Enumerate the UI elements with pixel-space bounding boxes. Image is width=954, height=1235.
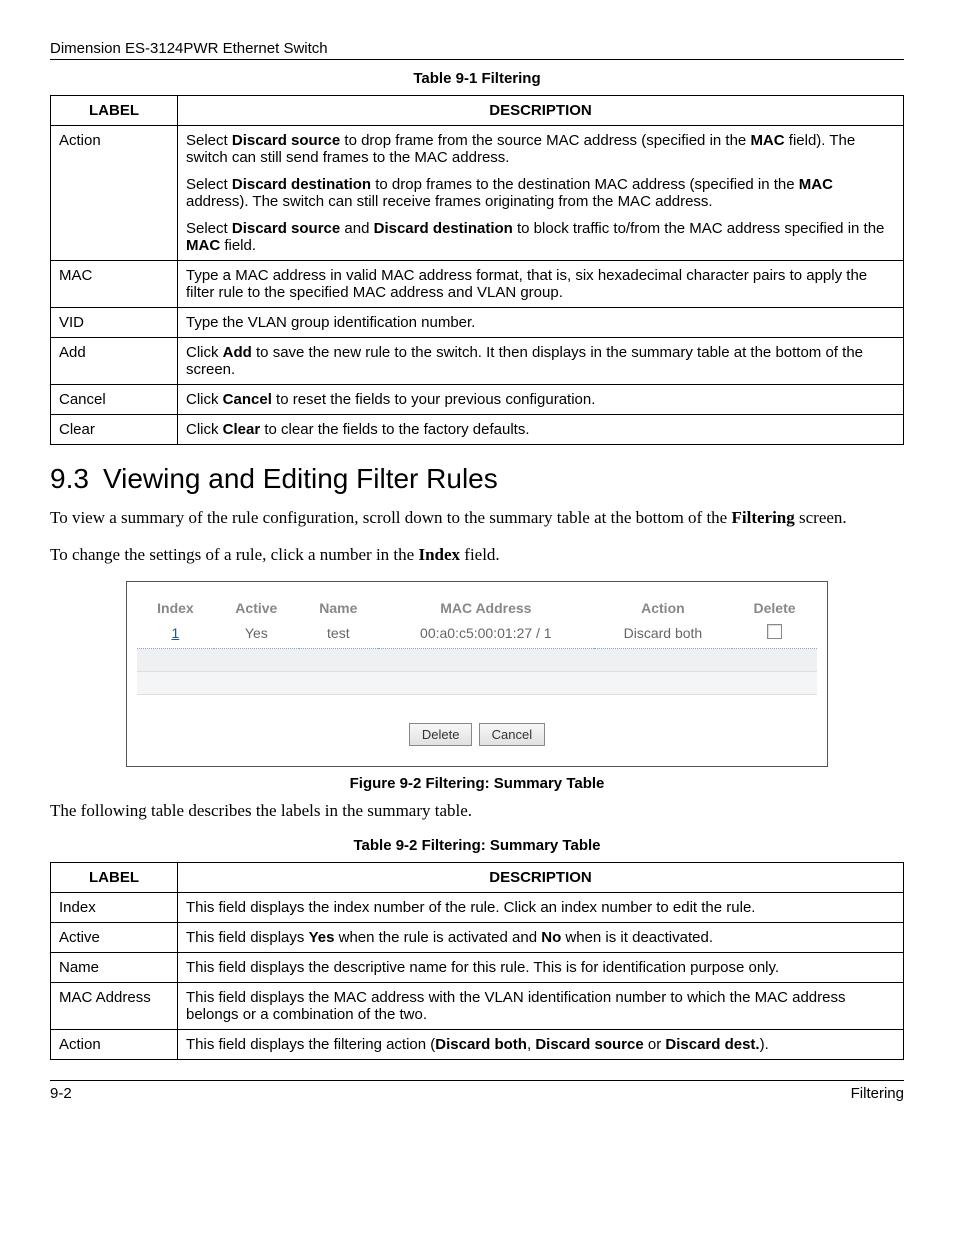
- table1-row: AddClick Add to save the new rule to the…: [51, 338, 904, 385]
- table1-row: ActionSelect Discard source to drop fram…: [51, 126, 904, 261]
- table1-header-row: LABEL DESCRIPTION: [51, 96, 904, 126]
- table2-label-cell: Action: [51, 1029, 178, 1059]
- table2-desc-cell: This field displays the MAC address with…: [178, 982, 904, 1029]
- section-number: 9.3: [50, 463, 89, 494]
- table2-caption: Table 9-2 Filtering: Summary Table: [50, 837, 904, 854]
- summary-cell-mac: 00:a0:c5:00:01:27 / 1: [378, 622, 594, 649]
- table2-label-cell: Name: [51, 952, 178, 982]
- table2-desc-cell: This field displays Yes when the rule is…: [178, 922, 904, 952]
- table1-desc-cell: Type a MAC address in valid MAC address …: [178, 261, 904, 308]
- table2-row: NameThis field displays the descriptive …: [51, 952, 904, 982]
- table1-row: ClearClick Clear to clear the fields to …: [51, 415, 904, 445]
- summary-cell-delete[interactable]: [732, 622, 817, 649]
- table1-caption: Table 9-1 Filtering: [50, 70, 904, 87]
- summary-th-delete: Delete: [732, 600, 817, 622]
- table2-row: ActiveThis field displays Yes when the r…: [51, 922, 904, 952]
- figure-caption: Figure 9-2 Filtering: Summary Table: [50, 775, 904, 792]
- table2-desc-cell: This field displays the index number of …: [178, 892, 904, 922]
- summary-th-active: Active: [214, 600, 299, 622]
- table1-header-label: LABEL: [51, 96, 178, 126]
- body-para-3: The following table describes the labels…: [50, 800, 904, 823]
- page-footer: 9-2 Filtering: [50, 1080, 904, 1102]
- section-heading: 9.3 Viewing and Editing Filter Rules: [50, 463, 904, 495]
- table1-header-desc: DESCRIPTION: [178, 96, 904, 126]
- table-9-1: LABEL DESCRIPTION ActionSelect Discard s…: [50, 95, 904, 445]
- summary-th-index: Index: [137, 600, 214, 622]
- table2-header-row: LABEL DESCRIPTION: [51, 862, 904, 892]
- table1-label-cell: VID: [51, 308, 178, 338]
- footer-page: 9-2: [50, 1085, 72, 1102]
- page-header: Dimension ES-3124PWR Ethernet Switch: [50, 40, 904, 60]
- table1-row: CancelClick Cancel to reset the fields t…: [51, 385, 904, 415]
- summary-header-row: Index Active Name MAC Address Action Del…: [137, 600, 817, 622]
- summary-table: Index Active Name MAC Address Action Del…: [137, 600, 817, 695]
- summary-cell-name: test: [299, 622, 378, 649]
- table2-label-cell: Active: [51, 922, 178, 952]
- summary-th-name: Name: [299, 600, 378, 622]
- footer-section: Filtering: [851, 1085, 904, 1102]
- body-para-2: To change the settings of a rule, click …: [50, 544, 904, 567]
- delete-checkbox[interactable]: [767, 624, 782, 639]
- summary-cell-active: Yes: [214, 622, 299, 649]
- summary-th-mac: MAC Address: [378, 600, 594, 622]
- summary-cell-action: Discard both: [594, 622, 732, 649]
- cancel-button[interactable]: Cancel: [479, 723, 545, 746]
- summary-shade1: [137, 648, 817, 671]
- table2-desc-cell: This field displays the descriptive name…: [178, 952, 904, 982]
- table2-label-cell: MAC Address: [51, 982, 178, 1029]
- table1-label-cell: MAC: [51, 261, 178, 308]
- figure-9-2: Index Active Name MAC Address Action Del…: [126, 581, 828, 767]
- table2-row: ActionThis field displays the filtering …: [51, 1029, 904, 1059]
- body-para-1: To view a summary of the rule configurat…: [50, 507, 904, 530]
- figure-button-row: Delete Cancel: [137, 723, 817, 746]
- delete-button[interactable]: Delete: [409, 723, 473, 746]
- table1-label-cell: Add: [51, 338, 178, 385]
- table1-row: MACType a MAC address in valid MAC addre…: [51, 261, 904, 308]
- table2-row: IndexThis field displays the index numbe…: [51, 892, 904, 922]
- table1-desc-cell: Click Cancel to reset the fields to your…: [178, 385, 904, 415]
- table1-desc-cell: Click Add to save the new rule to the sw…: [178, 338, 904, 385]
- table2-row: MAC AddressThis field displays the MAC a…: [51, 982, 904, 1029]
- summary-th-action: Action: [594, 600, 732, 622]
- table2-header-desc: DESCRIPTION: [178, 862, 904, 892]
- table1-desc-cell: Type the VLAN group identification numbe…: [178, 308, 904, 338]
- section-title: Viewing and Editing Filter Rules: [103, 463, 498, 494]
- summary-data-row: 1 Yes test 00:a0:c5:00:01:27 / 1 Discard…: [137, 622, 817, 649]
- table-9-2: LABEL DESCRIPTION IndexThis field displa…: [50, 862, 904, 1060]
- index-link[interactable]: 1: [172, 625, 180, 641]
- table1-label-cell: Clear: [51, 415, 178, 445]
- table1-label-cell: Cancel: [51, 385, 178, 415]
- table2-header-label: LABEL: [51, 862, 178, 892]
- table1-row: VIDType the VLAN group identification nu…: [51, 308, 904, 338]
- table1-label-cell: Action: [51, 126, 178, 261]
- table1-desc-cell: Select Discard source to drop frame from…: [178, 126, 904, 261]
- summary-shade2: [137, 671, 817, 694]
- table2-desc-cell: This field displays the filtering action…: [178, 1029, 904, 1059]
- summary-cell-index[interactable]: 1: [137, 622, 214, 649]
- table2-label-cell: Index: [51, 892, 178, 922]
- table1-desc-cell: Click Clear to clear the fields to the f…: [178, 415, 904, 445]
